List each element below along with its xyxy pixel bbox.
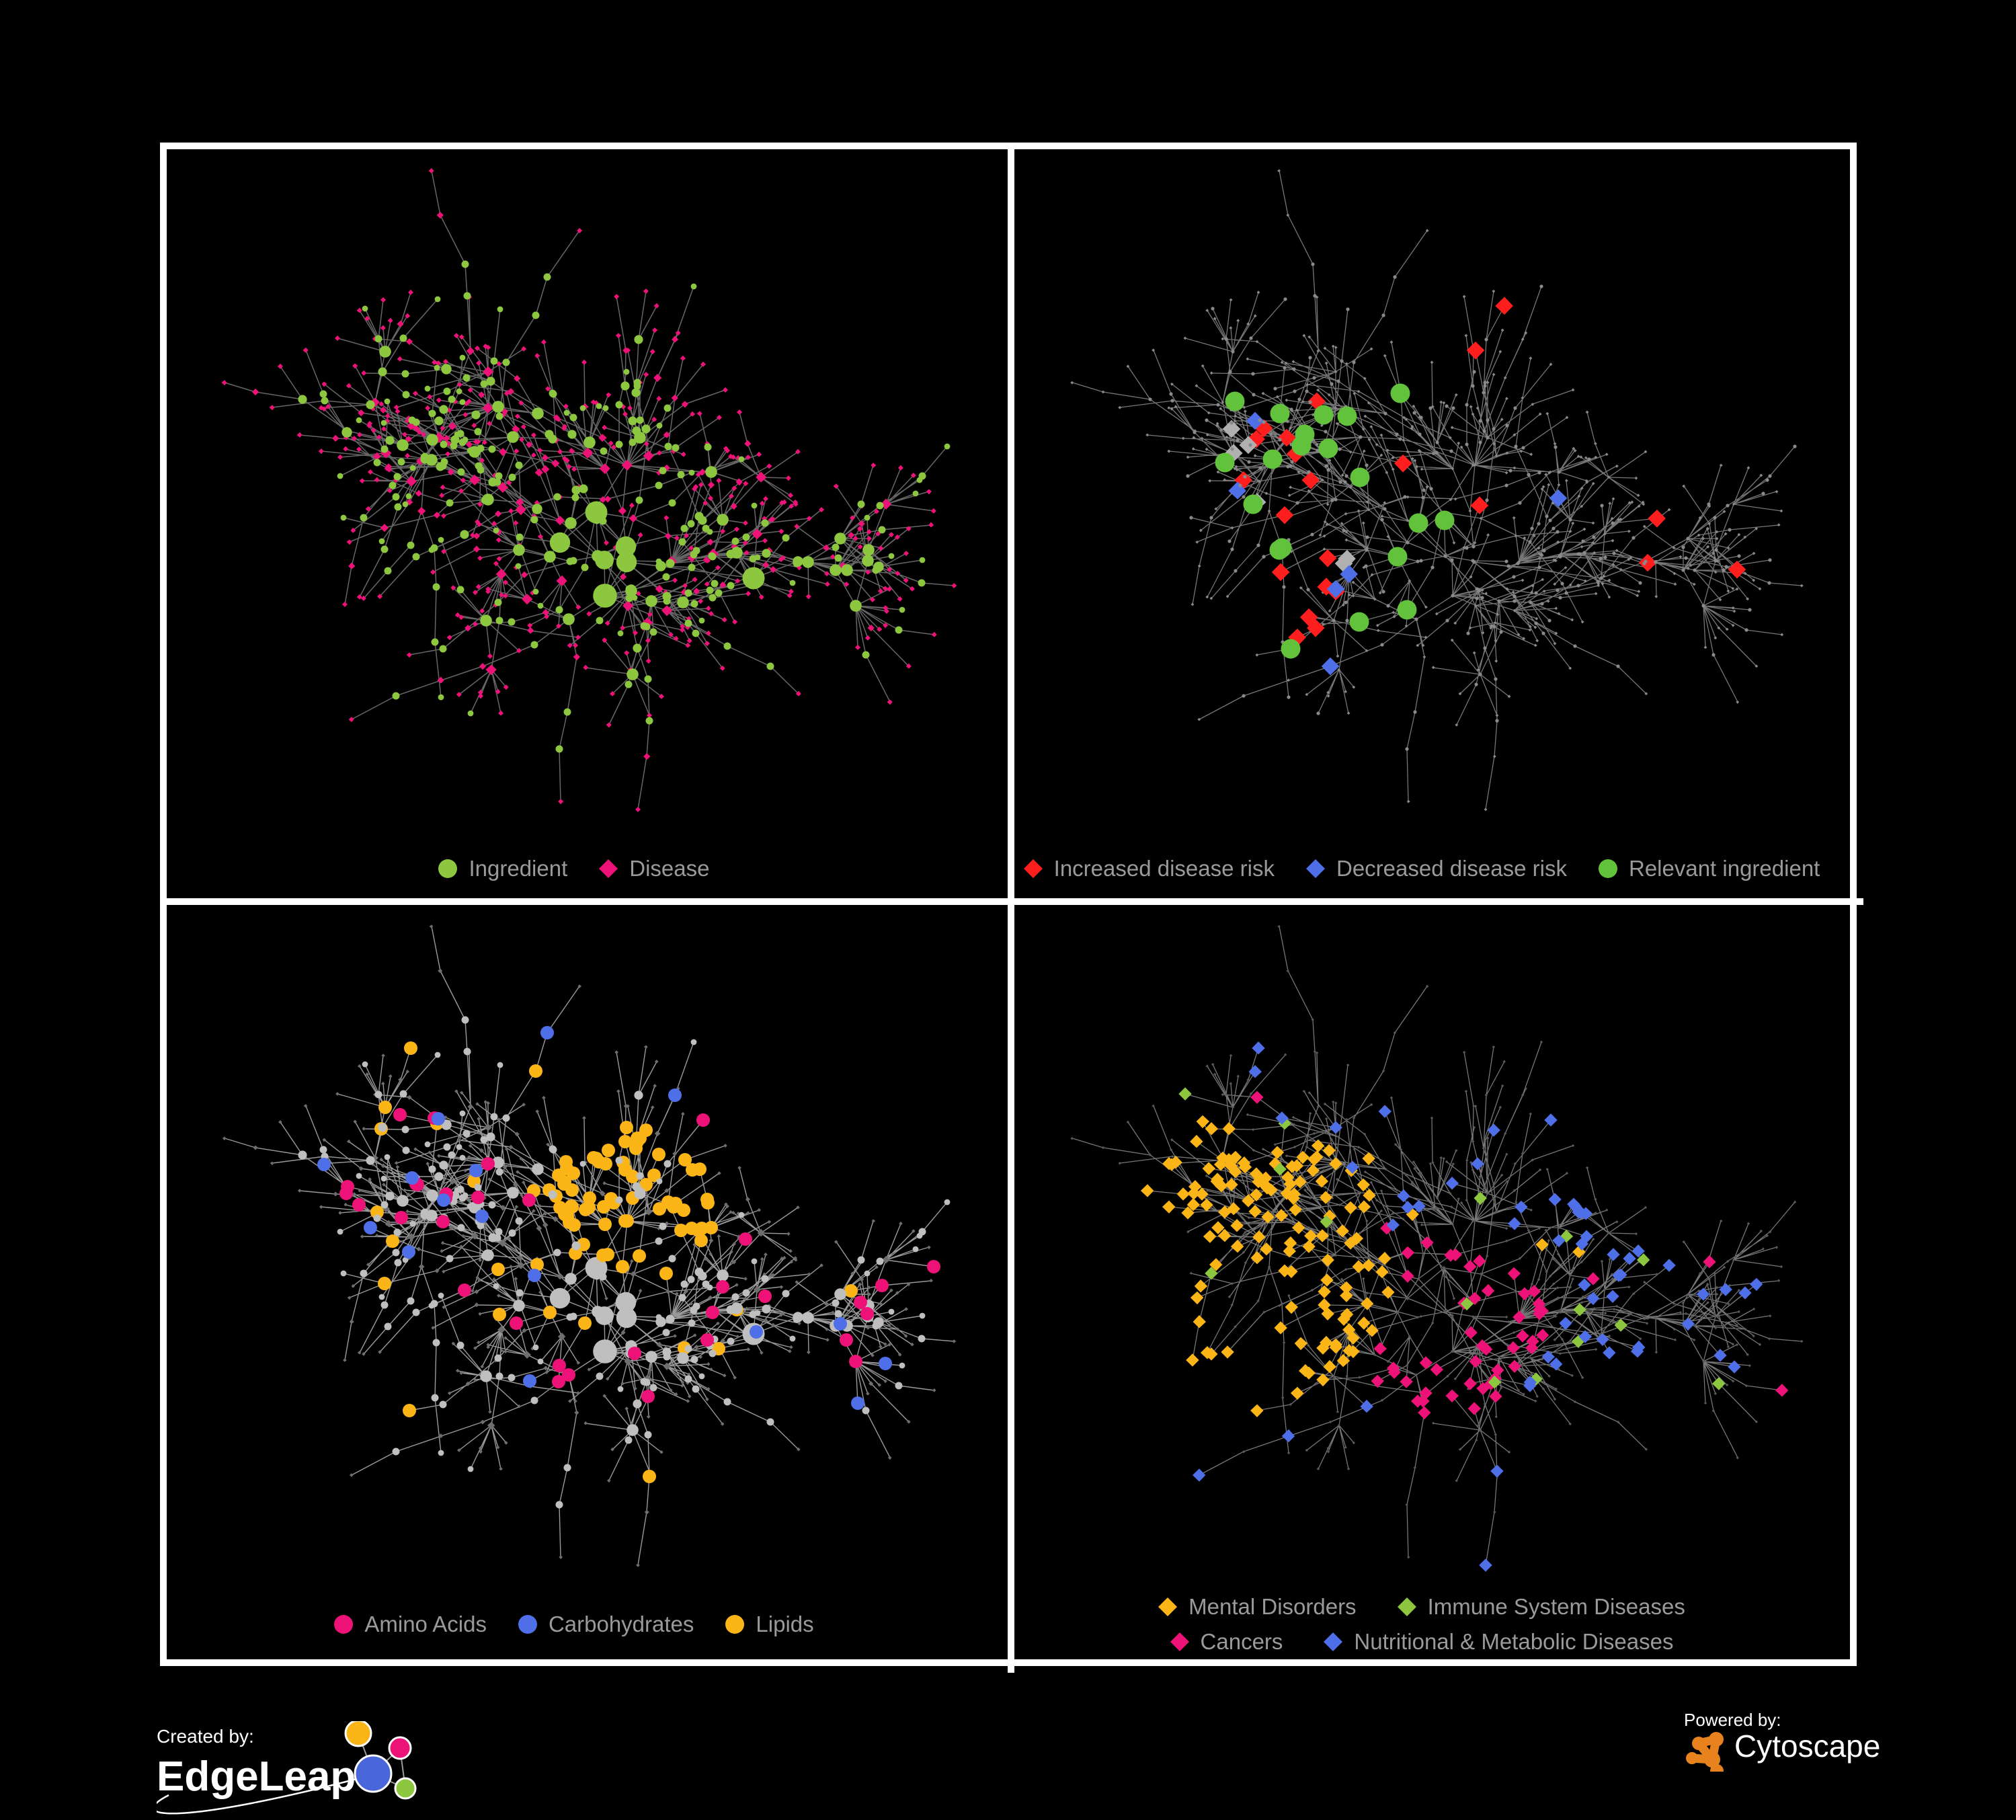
svg-text:Powered by:: Powered by: <box>1684 1711 1781 1730</box>
svg-text:Created by:: Created by: <box>157 1726 254 1747</box>
svg-text:Cytoscape: Cytoscape <box>1734 1729 1880 1764</box>
svg-text:EdgeLeap: EdgeLeap <box>157 1753 356 1800</box>
